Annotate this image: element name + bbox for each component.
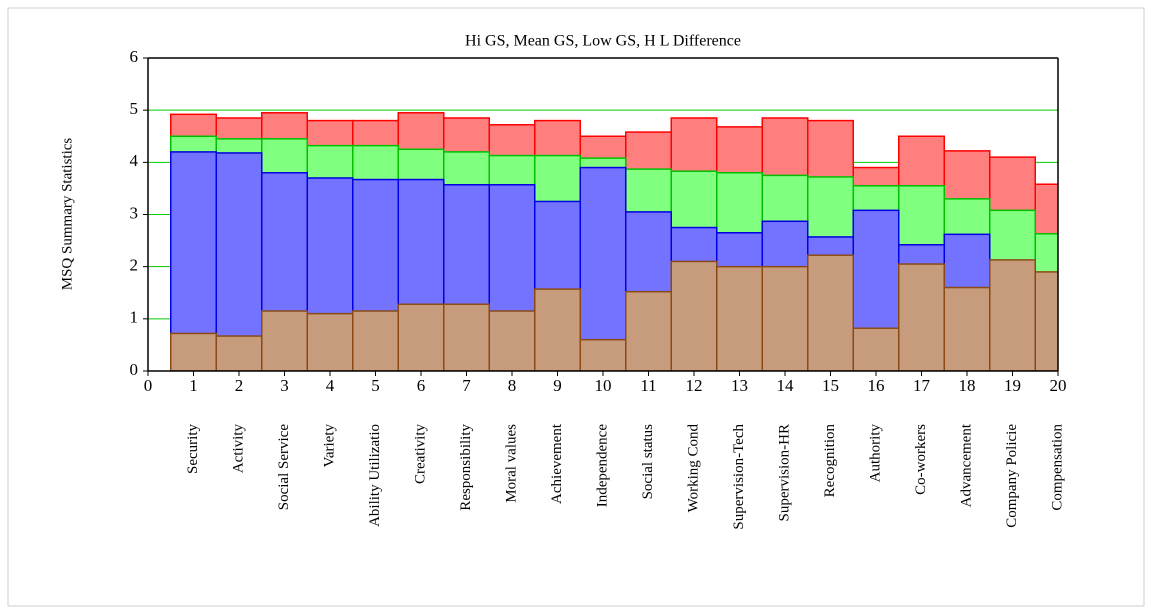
bar (215, 335, 263, 371)
x-tick-label: 5 (371, 376, 380, 395)
y-tick-label: 2 (130, 256, 139, 275)
x-tick-label: 7 (462, 376, 471, 395)
category-label: Social status (640, 424, 656, 500)
category-label: Ability Utilizatio (367, 424, 383, 527)
category-label: Independence (594, 424, 610, 508)
category-label: Company Policie (1004, 424, 1020, 528)
x-tick-label: 6 (417, 376, 426, 395)
category-label: Co-workers (913, 424, 929, 495)
y-tick-label: 5 (130, 99, 139, 118)
y-tick-label: 3 (130, 203, 139, 222)
bar (989, 259, 1036, 371)
x-tick-label: 10 (595, 376, 612, 395)
x-tick-label: 17 (913, 376, 931, 395)
x-tick-label: 11 (640, 376, 656, 395)
category-label: Achievement (549, 423, 565, 504)
x-tick-label: 8 (508, 376, 517, 395)
y-axis-label: MSQ Summary Statistics (59, 138, 75, 291)
bar (397, 303, 445, 371)
bar (898, 263, 945, 371)
y-tick-label: 0 (130, 360, 139, 379)
bar (352, 310, 399, 371)
x-tick-label: 13 (731, 376, 748, 395)
bar (306, 312, 354, 371)
bar (579, 166, 627, 371)
bar (488, 310, 536, 371)
category-label: Compensation (1049, 424, 1065, 511)
x-tick-label: 0 (144, 376, 153, 395)
bar (852, 327, 900, 371)
x-tick-label: 15 (822, 376, 839, 395)
category-label: Recognition (822, 424, 838, 498)
category-label: Advancement (958, 423, 974, 507)
y-tick-label: 1 (130, 308, 139, 327)
x-tick-label: 19 (1004, 376, 1021, 395)
x-tick-label: 14 (777, 376, 795, 395)
x-tick-label: 18 (959, 376, 976, 395)
bar (261, 310, 308, 371)
bar (443, 303, 490, 371)
category-label: Social Service (276, 424, 292, 511)
bar (807, 254, 854, 371)
category-label: Activity (230, 424, 246, 474)
bar (625, 290, 672, 371)
category-label: Creativity (412, 424, 428, 484)
bars (170, 112, 1058, 371)
x-tick-label: 1 (189, 376, 198, 395)
category-label: Moral values (503, 424, 519, 503)
chart-title: Hi GS, Mean GS, Low GS, H L Difference (465, 33, 741, 50)
frame (7, 7, 1145, 607)
category-label: Security (185, 424, 201, 474)
category-label: Responsibility (458, 424, 474, 511)
bar (761, 265, 809, 371)
bar (1034, 271, 1058, 371)
category-label: Variety (321, 424, 337, 468)
x-tick-label: 16 (868, 376, 885, 395)
y-tick-label: 6 (130, 47, 139, 66)
bar (943, 286, 991, 371)
bar (579, 338, 627, 371)
category-label: Authority (867, 424, 883, 483)
x-tick-label: 20 (1050, 376, 1067, 395)
category-label: Supervision-HR (776, 424, 792, 522)
x-tick-label: 3 (280, 376, 289, 395)
bar (670, 260, 718, 371)
category-label: Working Cond (685, 424, 701, 513)
x-tick-label: 12 (686, 376, 703, 395)
bar (170, 332, 217, 371)
bar (215, 152, 263, 371)
category-label: Supervision-Tech (731, 424, 747, 530)
bar (716, 265, 763, 371)
x-tick-label: 9 (553, 376, 562, 395)
y-tick-label: 4 (130, 151, 139, 170)
x-tick-label: 2 (235, 376, 244, 395)
bar (534, 288, 581, 371)
x-tick-label: 4 (326, 376, 335, 395)
